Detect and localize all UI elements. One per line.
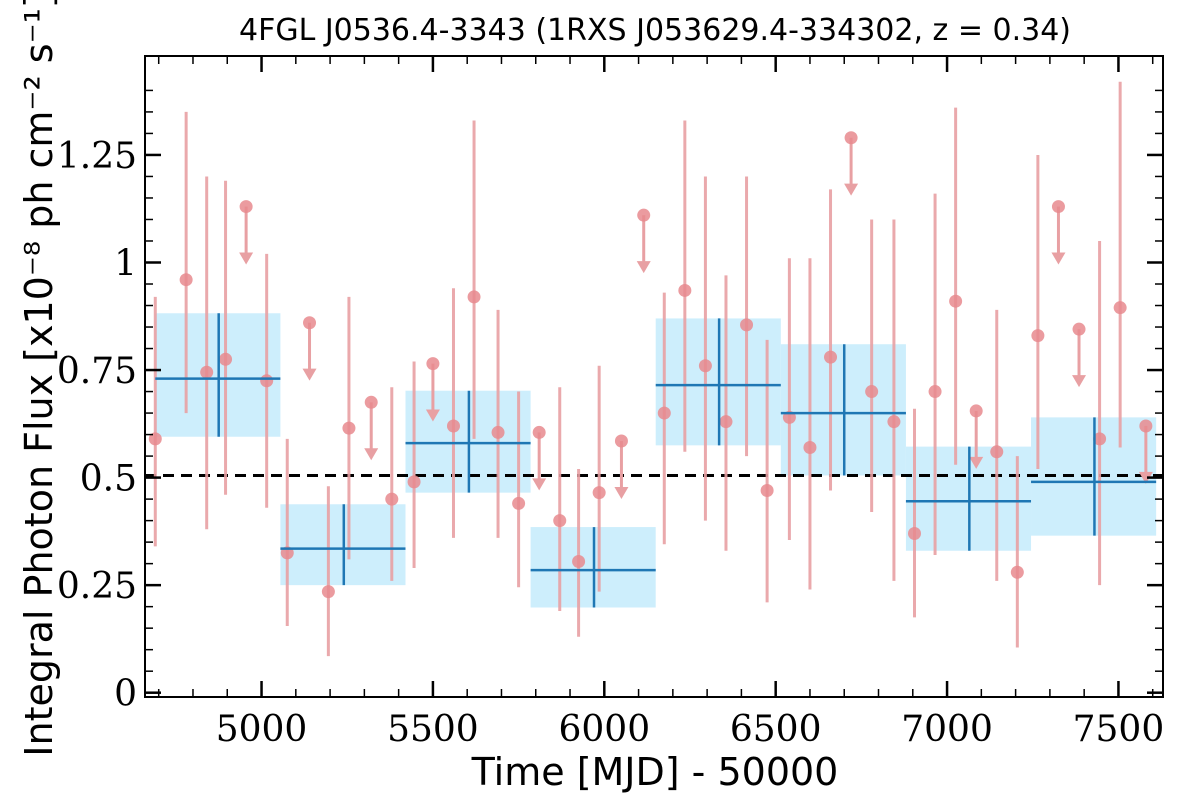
upper-limit-point-5	[614, 434, 628, 448]
measurement-point-27	[887, 415, 901, 429]
y-axis-title: Integral Photon Flux [x10⁻⁸ ph cm⁻² s⁻¹]	[17, 0, 61, 757]
x-tick-label-1: 5500	[387, 709, 479, 750]
measurement-point-17	[657, 406, 671, 420]
measurement-point-4	[260, 374, 274, 388]
tick-marks	[145, 56, 1163, 697]
upper-limit-arrow-9	[1051, 252, 1066, 265]
x-tick-label-4: 7000	[901, 709, 993, 750]
measurement-point-13	[512, 496, 526, 510]
y-tick-label-4: 1	[114, 243, 137, 284]
measurement-point-2	[200, 365, 214, 379]
upper-limit-point-9	[1051, 200, 1065, 214]
y-tick-label-1: 0.25	[57, 566, 137, 607]
upper-limit-arrow-4	[532, 478, 547, 491]
binned-points	[155, 313, 1157, 608]
measurement-point-19	[698, 359, 712, 373]
upper-limit-arrow-7	[844, 183, 859, 196]
upper-limit-arrow-11	[1138, 471, 1153, 484]
measurement-point-26	[865, 385, 879, 399]
upper-limit-point-2	[364, 395, 378, 409]
upper-limit-point-6	[637, 208, 651, 222]
x-tick-label-5: 7500	[1073, 709, 1165, 750]
x-axis-title: Time [MJD] - 50000	[471, 750, 839, 794]
measurement-point-16	[592, 486, 606, 500]
upper-limit-point-11	[1139, 419, 1153, 433]
axes	[144, 55, 1164, 698]
upper-limit-point-1	[303, 316, 317, 330]
y-tick-label-0: 0	[114, 674, 137, 715]
measurement-points	[148, 81, 1127, 657]
measurement-point-3	[219, 352, 233, 366]
measurement-point-7	[342, 421, 356, 435]
upper-limit-arrow-3	[425, 409, 440, 422]
x-tick-label-2: 6000	[558, 709, 650, 750]
measurement-point-21	[740, 318, 754, 332]
measurement-point-14	[553, 514, 567, 528]
y-tick-label-3: 0.75	[57, 351, 137, 392]
upper-limit-arrow-8	[969, 456, 984, 469]
measurement-point-35	[1113, 301, 1127, 315]
measurement-point-29	[928, 385, 942, 399]
plot-frame	[144, 55, 1164, 698]
measurement-point-34	[1093, 432, 1107, 446]
measurement-point-20	[719, 415, 733, 429]
upper-limit-points	[239, 131, 1153, 499]
measurement-point-31	[990, 445, 1004, 459]
measurement-point-30	[949, 294, 963, 308]
y-tick-label-2: 0.5	[80, 459, 137, 500]
upper-limit-arrow-0	[239, 252, 254, 265]
measurement-point-9	[407, 475, 421, 489]
measurement-point-18	[678, 283, 692, 297]
measurement-point-12	[491, 425, 505, 439]
measurement-point-28	[907, 527, 921, 541]
measurement-point-8	[385, 492, 399, 506]
y-tick-labels: 0 0.25 0.5 0.75 1 1.25	[57, 136, 137, 715]
measurement-point-1	[179, 273, 193, 287]
measurement-point-22	[760, 484, 774, 498]
measurement-point-0	[148, 432, 162, 446]
measurement-point-33	[1031, 329, 1045, 343]
upper-limit-point-8	[969, 404, 983, 418]
upper-limit-arrow-10	[1072, 375, 1087, 388]
upper-limit-arrow-1	[302, 368, 317, 381]
measurement-point-10	[446, 419, 460, 433]
binned-bands	[155, 313, 1157, 608]
measurement-point-32	[1010, 565, 1024, 579]
measurement-point-11	[467, 290, 481, 304]
chart-title: 4FGL J0536.4-3343 (1RXS J053629.4-334302…	[239, 13, 1071, 48]
x-tick-label-0: 5000	[216, 709, 308, 750]
upper-limit-arrow-5	[614, 486, 629, 499]
measurement-point-6	[321, 585, 335, 599]
y-tick-label-5: 1.25	[57, 136, 137, 177]
measurement-point-15	[572, 554, 586, 568]
upper-limit-point-7	[844, 131, 858, 145]
x-tick-labels: 5000 5500 6000 6500 7000 7500	[216, 709, 1165, 750]
upper-limit-point-3	[426, 357, 440, 371]
x-tick-label-3: 6500	[730, 709, 822, 750]
measurement-point-24	[803, 440, 817, 454]
upper-limit-arrow-2	[364, 448, 379, 461]
upper-limit-point-0	[239, 200, 253, 214]
measurement-point-25	[824, 350, 838, 364]
upper-limit-arrow-6	[636, 261, 651, 274]
upper-limit-point-10	[1072, 322, 1086, 336]
upper-limit-point-4	[532, 425, 546, 439]
